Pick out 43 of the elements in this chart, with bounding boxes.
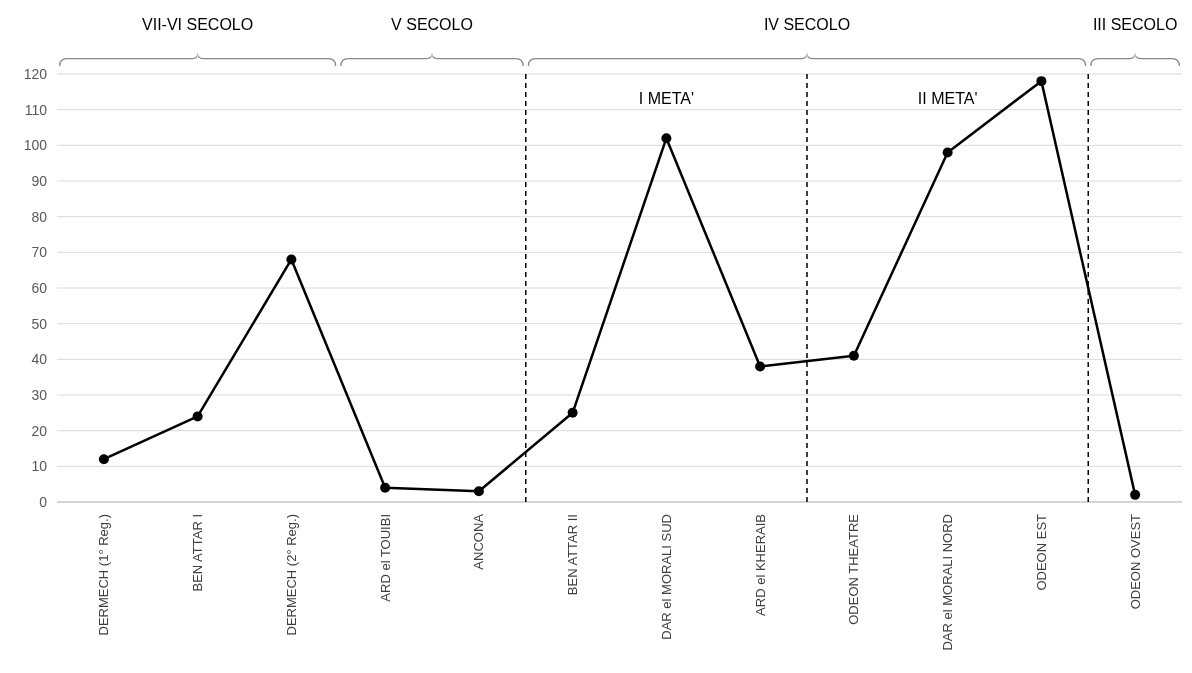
text: IV SECOLO (763, 16, 851, 33)
annotation: I META' (638, 90, 694, 107)
y-tick-label: 120 (23, 65, 48, 82)
y-tick-label: 20 (31, 422, 48, 439)
x-tick-label: ANCONA (471, 513, 487, 570)
point (942, 147, 953, 158)
x-tick-label: ARD el TOUIBI (377, 514, 393, 602)
point (380, 482, 391, 493)
annotation: II META' (917, 90, 978, 107)
point (1036, 76, 1047, 87)
point (473, 486, 484, 497)
point (98, 454, 109, 465)
point (661, 133, 672, 144)
point (286, 254, 297, 265)
point (1130, 489, 1141, 500)
x-tick-label: ODEON OVEST (1127, 513, 1143, 610)
x-tick-label: BEN ATTAR I (190, 514, 206, 592)
x-tick-label: DERMECH (1° Reg.) (96, 514, 112, 636)
x-tick-label: ODEON THEATRE (846, 513, 862, 625)
y-tick-label: 70 (31, 244, 48, 261)
y-tick-label: 10 (31, 458, 48, 475)
text: III SECOLO (1092, 16, 1178, 33)
point (192, 411, 203, 422)
y-tick-label: 90 (31, 172, 48, 189)
y-tick-label: 60 (31, 279, 48, 296)
y-tick-label: 80 (31, 208, 48, 225)
y-tick-label: 40 (31, 351, 48, 368)
y-tick-label: 50 (31, 315, 48, 332)
y-tick-label: 30 (31, 386, 48, 403)
x-tick-label: BEN ATTAR II (565, 514, 581, 596)
x-tick-label: DAR el MORALI NORD (940, 514, 956, 651)
x-tick-label: DAR el MORALI SUD (658, 514, 674, 640)
text: V SECOLO (391, 16, 473, 33)
point (755, 361, 766, 372)
x-tick-label: ARD el KHERAIB (752, 514, 768, 616)
y-tick-label: 110 (24, 101, 48, 118)
point (567, 407, 578, 418)
x-tick-label: ODEON EST (1033, 513, 1049, 591)
x-tick-label: DERMECH (2° Reg.) (283, 514, 299, 636)
text: VII-VI SECOLO (142, 16, 254, 33)
y-tick-label: 100 (23, 137, 48, 154)
point (848, 350, 859, 361)
y-tick-label: 0 (39, 493, 48, 510)
